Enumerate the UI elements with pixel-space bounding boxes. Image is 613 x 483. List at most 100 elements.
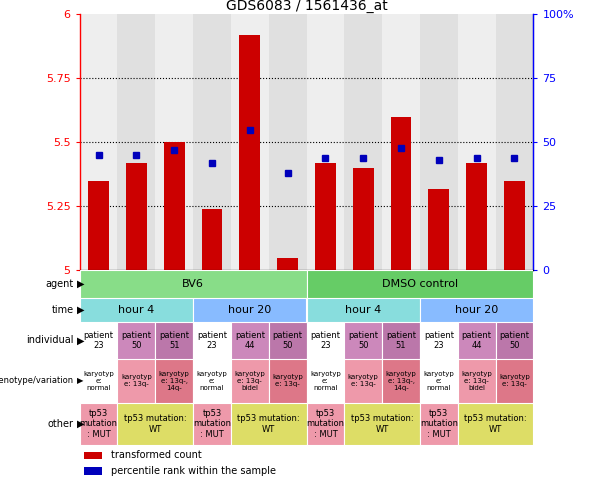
Bar (164, 142, 185, 270)
Bar (80, 322, 118, 359)
Text: patient
50: patient 50 (500, 331, 530, 350)
Text: patient
44: patient 44 (462, 331, 492, 350)
Text: patient
23: patient 23 (197, 331, 227, 350)
Bar (268, 322, 306, 359)
Bar (231, 359, 268, 403)
Text: patient
51: patient 51 (159, 331, 189, 350)
Text: patient
23: patient 23 (310, 331, 340, 350)
Bar (420, 359, 458, 403)
Bar (88, 181, 109, 270)
Text: patient
44: patient 44 (235, 331, 265, 350)
Text: karyotyp
e:
normal: karyotyp e: normal (310, 371, 341, 391)
Text: other: other (48, 419, 74, 429)
Text: patient
50: patient 50 (121, 331, 151, 350)
Bar (80, 14, 118, 270)
Bar (504, 181, 525, 270)
Bar (382, 359, 420, 403)
Bar (353, 168, 373, 270)
Bar (420, 14, 458, 270)
Text: hour 20: hour 20 (228, 305, 272, 315)
Bar (466, 163, 487, 270)
Bar (193, 298, 306, 322)
Bar (84, 452, 102, 459)
Text: tp53
mutation
: MUT: tp53 mutation : MUT (193, 409, 231, 439)
Text: patient
50: patient 50 (273, 331, 303, 350)
Bar (193, 322, 231, 359)
Text: tp53
mutation
: MUT: tp53 mutation : MUT (420, 409, 458, 439)
Bar (458, 322, 495, 359)
Bar (458, 359, 495, 403)
Bar (420, 322, 458, 359)
Text: patient
23: patient 23 (83, 331, 113, 350)
Bar (306, 270, 533, 298)
Text: karyotyp
e: 13q-
bidel: karyotyp e: 13q- bidel (234, 371, 265, 391)
Text: time: time (51, 305, 74, 315)
Bar (80, 403, 118, 445)
Bar (390, 117, 411, 270)
Bar (345, 322, 382, 359)
Text: karyotyp
e:
normal: karyotyp e: normal (83, 371, 114, 391)
Text: karyotyp
e: 13q-,
14q-: karyotyp e: 13q-, 14q- (386, 371, 416, 391)
Text: BV6: BV6 (182, 279, 204, 289)
Text: DMSO control: DMSO control (382, 279, 458, 289)
Text: transformed count: transformed count (112, 451, 202, 460)
Text: ▶: ▶ (77, 419, 84, 429)
Bar (193, 359, 231, 403)
Text: hour 4: hour 4 (345, 305, 381, 315)
Bar (118, 322, 155, 359)
Bar (306, 298, 420, 322)
Text: karyotyp
e:
normal: karyotyp e: normal (197, 371, 227, 391)
Bar (126, 163, 147, 270)
Bar (231, 403, 306, 445)
Text: tp53
mutation
: MUT: tp53 mutation : MUT (80, 409, 118, 439)
Text: individual: individual (26, 335, 74, 345)
Bar (84, 467, 102, 475)
Bar (155, 359, 193, 403)
Bar (306, 322, 345, 359)
Text: ▶: ▶ (77, 376, 83, 385)
Bar (268, 14, 306, 270)
Text: karyotyp
e: 13q-
bidel: karyotyp e: 13q- bidel (461, 371, 492, 391)
Bar (277, 258, 298, 270)
Bar (155, 14, 193, 270)
Text: tp53
mutation
: MUT: tp53 mutation : MUT (306, 409, 345, 439)
Bar (193, 403, 231, 445)
Bar (118, 403, 193, 445)
Bar (382, 14, 420, 270)
Text: ▶: ▶ (77, 335, 84, 345)
Bar (80, 270, 306, 298)
Text: patient
23: patient 23 (424, 331, 454, 350)
Text: karyotyp
e:
normal: karyotyp e: normal (424, 371, 454, 391)
Text: karyotyp
e: 13q-: karyotyp e: 13q- (121, 374, 152, 387)
Text: hour 4: hour 4 (118, 305, 154, 315)
Bar (80, 298, 193, 322)
Bar (193, 14, 231, 270)
Bar (306, 359, 345, 403)
Text: ▶: ▶ (77, 279, 84, 289)
Bar (231, 14, 268, 270)
Bar (155, 322, 193, 359)
Bar (345, 14, 382, 270)
Text: tp53 mutation:
WT: tp53 mutation: WT (124, 414, 186, 434)
Bar (420, 403, 458, 445)
Text: tp53 mutation:
WT: tp53 mutation: WT (464, 414, 527, 434)
Bar (268, 359, 306, 403)
Text: karyotyp
e: 13q-: karyotyp e: 13q- (272, 374, 303, 387)
Text: karyotyp
e: 13q-: karyotyp e: 13q- (348, 374, 379, 387)
Bar (345, 403, 420, 445)
Text: patient
50: patient 50 (348, 331, 378, 350)
Text: karyotyp
e: 13q-: karyotyp e: 13q- (499, 374, 530, 387)
Bar (458, 14, 495, 270)
Bar (495, 359, 533, 403)
Text: tp53 mutation:
WT: tp53 mutation: WT (237, 414, 300, 434)
Bar (231, 322, 268, 359)
Text: agent: agent (45, 279, 74, 289)
Bar (420, 298, 533, 322)
Bar (495, 322, 533, 359)
Bar (240, 35, 260, 270)
Text: hour 20: hour 20 (455, 305, 498, 315)
Text: genotype/variation: genotype/variation (0, 376, 74, 385)
Bar (202, 209, 223, 270)
Bar (118, 359, 155, 403)
Text: percentile rank within the sample: percentile rank within the sample (112, 466, 276, 476)
